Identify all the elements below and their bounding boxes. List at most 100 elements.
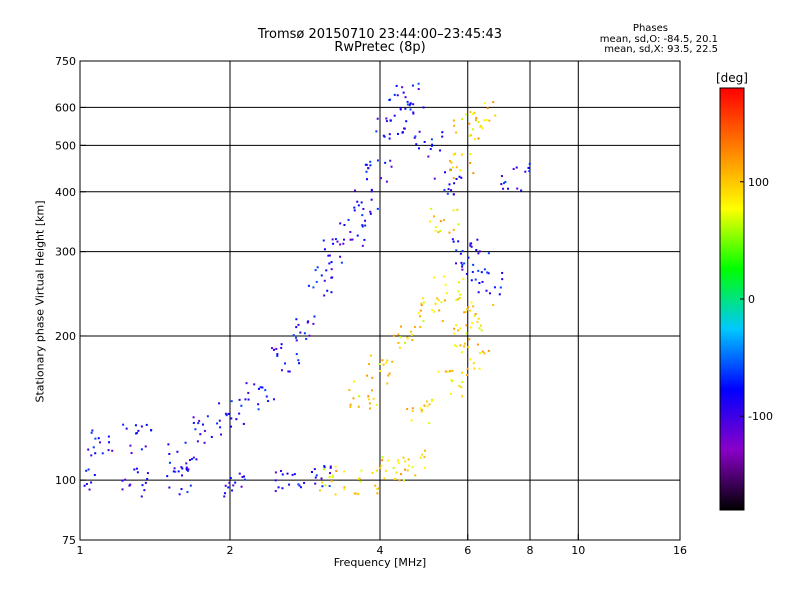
- scatter-point: [377, 487, 380, 490]
- x-axis-label: Frequency [MHz]: [333, 556, 427, 569]
- scatter-point: [501, 271, 504, 274]
- scatter-point: [467, 346, 470, 349]
- scatter-point: [376, 117, 379, 120]
- scatter-point: [481, 280, 484, 283]
- scatter-point: [94, 452, 97, 455]
- scatter-point: [469, 110, 472, 113]
- scatter-point: [405, 120, 408, 123]
- scatter-point: [178, 493, 181, 496]
- colorbar-tick-label: 100: [748, 176, 769, 189]
- scatter-point: [463, 342, 466, 345]
- scatter-point: [94, 437, 97, 440]
- scatter-point: [357, 477, 360, 480]
- scatter-point: [388, 372, 391, 375]
- scatter-point: [227, 412, 230, 415]
- scatter-point: [203, 429, 206, 432]
- scatter-point: [381, 456, 384, 459]
- scatter-point: [472, 172, 475, 175]
- scatter-point: [452, 153, 455, 156]
- scatter-point: [461, 265, 464, 268]
- scatter-point: [400, 473, 403, 476]
- scatter-point: [144, 481, 147, 484]
- scatter-point: [411, 466, 414, 469]
- scatter-point: [396, 132, 399, 135]
- scatter-point: [429, 220, 432, 223]
- scatter-point: [394, 477, 397, 480]
- scatter-point: [465, 113, 468, 116]
- scatter-point: [430, 400, 433, 403]
- scatter-point: [463, 311, 466, 314]
- scatter-point: [197, 422, 200, 425]
- scatter-point: [335, 469, 338, 472]
- scatter-point: [390, 165, 393, 168]
- scatter-point: [125, 427, 128, 430]
- scatter-point: [452, 228, 455, 231]
- scatter-point: [261, 386, 264, 389]
- scatter-point: [230, 417, 233, 420]
- scatter-point: [141, 484, 144, 487]
- scatter-point: [349, 231, 352, 234]
- scatter-point: [385, 120, 388, 123]
- chart-subtitle: RwPretec (8p): [334, 40, 426, 55]
- scatter-point: [247, 391, 250, 394]
- scatter-point: [353, 206, 356, 209]
- scatter-point: [361, 214, 364, 217]
- y-tick-label: 500: [55, 139, 76, 152]
- scatter-point: [243, 475, 246, 478]
- scatter-point: [507, 187, 510, 190]
- scatter-point: [457, 223, 460, 226]
- scatter-point: [414, 474, 417, 477]
- scatter-point: [180, 466, 183, 469]
- scatter-point: [498, 293, 501, 296]
- scatter-point: [339, 243, 342, 246]
- scatter-point: [218, 419, 221, 422]
- scatter-point: [274, 479, 277, 482]
- scatter-point: [461, 118, 464, 121]
- scatter-point: [448, 183, 451, 186]
- scatter-point: [461, 250, 464, 253]
- scatter-point: [352, 380, 355, 383]
- scatter-point: [372, 397, 375, 400]
- scatter-point: [166, 475, 169, 478]
- y-tick-label: 300: [55, 246, 76, 259]
- scatter-point: [455, 299, 458, 302]
- scatter-point: [281, 473, 284, 476]
- scatter-point: [439, 149, 442, 152]
- scatter-point: [480, 271, 483, 274]
- scatter-point: [242, 422, 245, 425]
- scatter-point: [465, 373, 468, 376]
- scatter-point: [417, 147, 420, 150]
- scatter-point: [225, 414, 228, 417]
- scatter-point: [367, 395, 370, 398]
- scatter-point: [133, 468, 136, 471]
- scatter-point: [422, 301, 425, 304]
- scatter-point: [413, 136, 416, 139]
- scatter-point: [479, 324, 482, 327]
- x-tick-label: 1: [77, 544, 84, 557]
- scatter-point: [194, 428, 197, 431]
- scatter-point: [411, 339, 414, 342]
- scatter-point: [440, 301, 443, 304]
- scatter-point: [460, 261, 463, 264]
- scatter-point: [406, 100, 409, 103]
- scatter-point: [404, 96, 407, 99]
- scatter-point: [469, 242, 472, 245]
- scatter-point: [410, 333, 413, 336]
- scatter-point: [404, 460, 407, 463]
- scatter-point: [422, 297, 425, 300]
- scatter-point: [455, 166, 458, 169]
- scatter-point: [379, 369, 382, 372]
- scatter-point: [121, 488, 124, 491]
- scatter-point: [189, 484, 192, 487]
- scatter-point: [330, 480, 333, 483]
- scatter-point: [412, 103, 415, 106]
- scatter-point: [474, 119, 477, 122]
- scatter-point: [455, 249, 458, 252]
- scatter-point: [320, 274, 323, 277]
- scatter-point: [424, 449, 427, 452]
- scatter-point: [406, 336, 409, 339]
- scatter-point: [297, 359, 300, 362]
- scatter-point: [461, 263, 464, 266]
- scatter-point: [264, 389, 267, 392]
- scatter-point: [473, 138, 476, 141]
